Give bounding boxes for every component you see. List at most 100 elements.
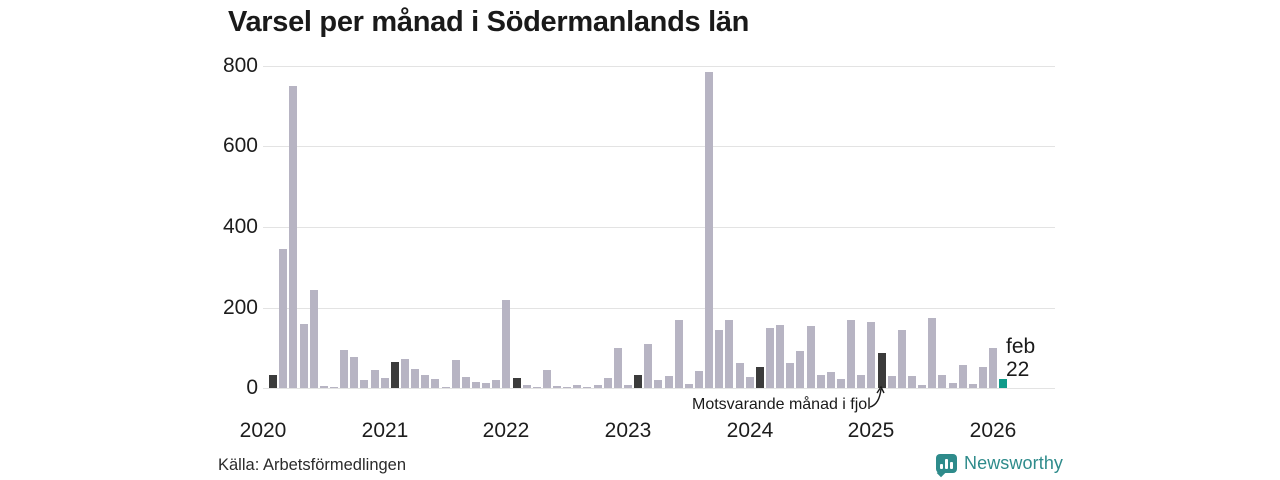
newsworthy-brand-name: Newsworthy [964, 453, 1064, 473]
bar-2024-06 [796, 351, 804, 388]
bar-2022-10 [594, 385, 602, 388]
bar-2023-07 [685, 384, 693, 388]
bar-2021-12 [492, 380, 500, 388]
source-credit: Källa: Arbetsförmedlingen [218, 456, 407, 474]
bar-2022-09 [583, 387, 591, 388]
bar-2021-07 [442, 387, 450, 388]
bar-2020-02 [269, 375, 277, 388]
bar-2022-02 [513, 378, 521, 388]
x-tick-label-2021: 2021 [361, 419, 409, 442]
gridline-600 [263, 146, 1055, 147]
bar-2024-02 [756, 367, 764, 388]
bar-2024-04 [776, 325, 784, 388]
x-tick-label-2022: 2022 [482, 419, 530, 442]
bar-2024-09 [827, 372, 835, 388]
bar-2025-12 [979, 367, 987, 388]
bar-2024-07 [807, 326, 815, 388]
bar-2023-01 [624, 385, 632, 388]
annotation-arrow-icon [869, 385, 885, 408]
bar-2021-05 [421, 375, 429, 388]
y-tick-label-600: 600 [222, 134, 258, 157]
bar-2026-01 [989, 348, 997, 388]
bar-2023-02 [634, 375, 642, 388]
bar-2025-08 [938, 375, 946, 388]
bar-2022-06 [553, 386, 561, 388]
y-tick-label-800: 800 [222, 54, 258, 77]
bar-2022-04 [533, 387, 541, 388]
bar-2020-12 [371, 370, 379, 388]
gridline-0 [263, 388, 1055, 389]
bar-2020-09 [340, 350, 348, 388]
bar-2020-06 [310, 290, 318, 388]
bar-2025-04 [898, 330, 906, 388]
bar-2020-07 [320, 386, 328, 388]
bar-2024-11 [847, 320, 855, 388]
bar-2024-03 [766, 328, 774, 388]
gridline-400 [263, 227, 1055, 228]
y-tick-label-0: 0 [246, 376, 258, 399]
bar-2025-03 [888, 376, 896, 388]
bar-2021-03 [401, 359, 409, 388]
gridline-200 [263, 308, 1055, 309]
bar-2024-05 [786, 363, 794, 388]
bar-2023-09 [705, 72, 713, 388]
x-tick-label-2024: 2024 [726, 419, 774, 442]
bar-2020-05 [300, 324, 308, 388]
bar-2023-11 [725, 320, 733, 388]
newsworthy-logo-icon [936, 454, 957, 478]
bar-2021-04 [411, 369, 419, 388]
chart-title: Varsel per månad i Södermanlands län [228, 6, 750, 38]
x-tick-label-2020: 2020 [239, 419, 287, 442]
bar-2024-12 [857, 375, 865, 388]
bar-2023-08 [695, 371, 703, 388]
x-tick-label-2026: 2026 [969, 419, 1017, 442]
newsworthy-brand[interactable]: Newsworthy [936, 453, 1064, 478]
bar-2025-01 [867, 322, 875, 388]
bar-2023-04 [654, 380, 662, 388]
bar-2026-02 [999, 379, 1007, 388]
bar-2022-01 [502, 300, 510, 388]
y-tick-label-400: 400 [222, 215, 258, 238]
bar-2025-06 [918, 385, 926, 388]
bar-2022-08 [573, 385, 581, 388]
bar-2021-09 [462, 377, 470, 388]
bar-2022-11 [604, 378, 612, 388]
bar-2021-08 [452, 360, 460, 388]
bar-2023-05 [665, 376, 673, 388]
bar-2020-04 [289, 86, 297, 388]
bar-2023-10 [715, 330, 723, 388]
x-tick-label-2023: 2023 [604, 419, 652, 442]
bar-2021-06 [431, 379, 439, 388]
bar-2023-06 [675, 320, 683, 388]
current-point-value: 22 [1006, 358, 1030, 381]
bar-2021-02 [391, 362, 399, 388]
bar-2025-10 [959, 365, 967, 388]
bar-2022-03 [523, 385, 531, 388]
bar-2020-11 [360, 380, 368, 388]
bar-2020-10 [350, 357, 358, 388]
bar-2024-10 [837, 379, 845, 388]
gridline-800 [263, 66, 1055, 67]
bar-2020-08 [330, 387, 338, 388]
bar-2025-05 [908, 376, 916, 388]
current-point-month: feb [1006, 335, 1036, 358]
bar-2024-01 [746, 377, 754, 388]
y-tick-label-200: 200 [222, 296, 258, 319]
annotation-same-month-last-year: Motsvarande månad i fjol [692, 396, 871, 413]
x-tick-label-2025: 2025 [847, 419, 895, 442]
bar-2022-05 [543, 370, 551, 388]
bar-2021-11 [482, 383, 490, 388]
bar-2021-10 [472, 382, 480, 388]
bar-2025-11 [969, 384, 977, 388]
current-point-label: feb 22 [1006, 335, 1035, 381]
bar-2025-09 [949, 383, 957, 388]
bar-2020-03 [279, 249, 287, 388]
bar-2023-12 [736, 363, 744, 388]
bar-2024-08 [817, 375, 825, 388]
bar-2025-02 [878, 353, 886, 388]
bar-2022-07 [563, 387, 571, 388]
bar-2021-01 [381, 378, 389, 388]
bar-2025-07 [928, 318, 936, 388]
bar-2023-03 [644, 344, 652, 388]
